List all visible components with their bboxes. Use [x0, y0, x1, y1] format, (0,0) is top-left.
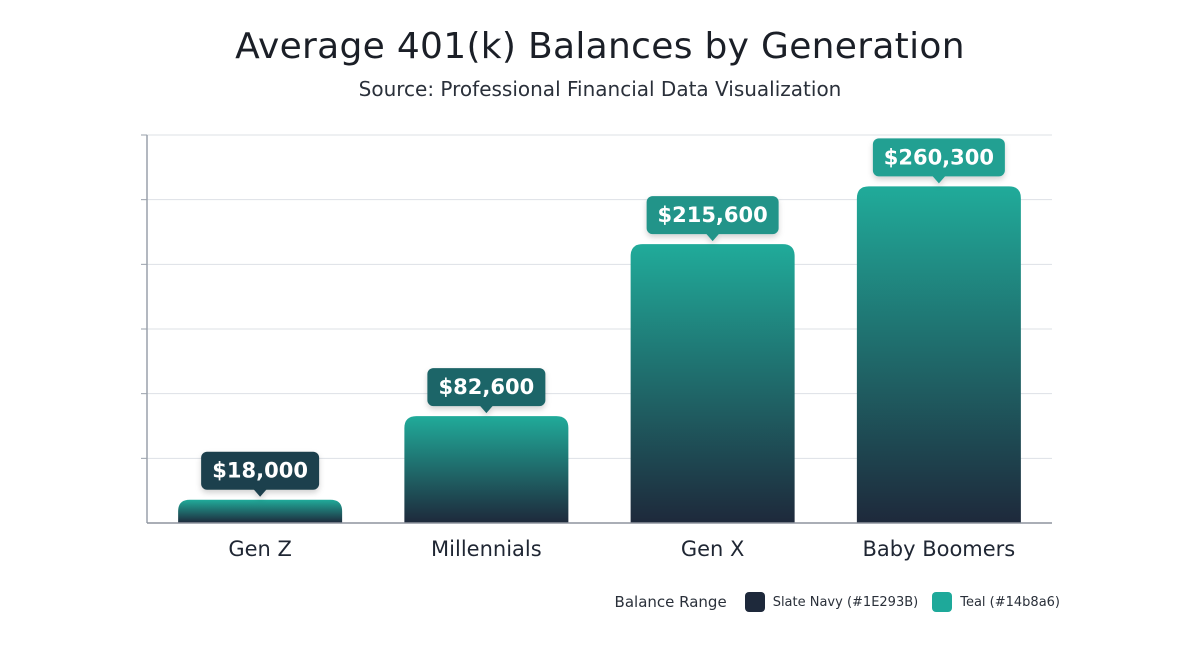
x-tick-label: Baby Boomers — [862, 537, 1015, 561]
value-label-bubble — [646, 196, 779, 242]
legend-swatch-teal — [932, 592, 953, 612]
legend-item-teal: Teal (#14b8a6) — [932, 592, 1060, 612]
value-label: $260,300 — [884, 145, 994, 169]
legend-item-slate-navy: Slate Navy (#1E293B) — [744, 592, 919, 612]
legend-swatch-slate-navy — [744, 592, 765, 612]
x-tick-label: Gen X — [681, 537, 745, 561]
value-label-box — [201, 451, 320, 490]
chart-title: Average 401(k) Balances by Generation — [235, 26, 965, 67]
value-label: $215,600 — [657, 203, 767, 227]
value-labels: $18,000 $82,600 $215,600 $260,300 — [201, 138, 1005, 497]
value-label-pointer — [931, 175, 946, 184]
legend-label-teal: Teal (#14b8a6) — [960, 594, 1060, 610]
value-label-bubble — [201, 451, 320, 497]
bar-baby-boomers — [856, 186, 1021, 523]
value-label-pointer — [253, 488, 268, 497]
bar-millennials — [404, 416, 569, 523]
value-label-box — [872, 138, 1005, 177]
x-tick-label: Millennials — [431, 537, 542, 561]
legend-title: Balance Range — [614, 593, 727, 611]
value-label-pointer — [705, 233, 720, 242]
x-axis-tick-labels: Gen Z Millennials Gen X Baby Boomers — [147, 522, 1052, 561]
value-label: $18,000 — [212, 459, 308, 483]
value-label-box — [646, 196, 779, 235]
x-tick-label: Gen Z — [228, 537, 292, 561]
bars — [178, 186, 1021, 523]
value-label-bubble — [872, 138, 1005, 184]
value-label-bubble — [427, 368, 546, 414]
legend-label-slate-navy: Slate Navy (#1E293B) — [772, 594, 919, 610]
bar-gen-x — [630, 244, 795, 523]
value-label: $82,600 — [439, 375, 535, 399]
chart-subtitle: Source: Professional Financial Data Visu… — [358, 77, 842, 101]
value-label-box — [427, 368, 546, 407]
value-label-pointer — [479, 405, 494, 414]
legend: Balance Range Slate Navy (#1E293B) Teal … — [615, 592, 1060, 612]
bar-gen-z — [178, 499, 343, 523]
